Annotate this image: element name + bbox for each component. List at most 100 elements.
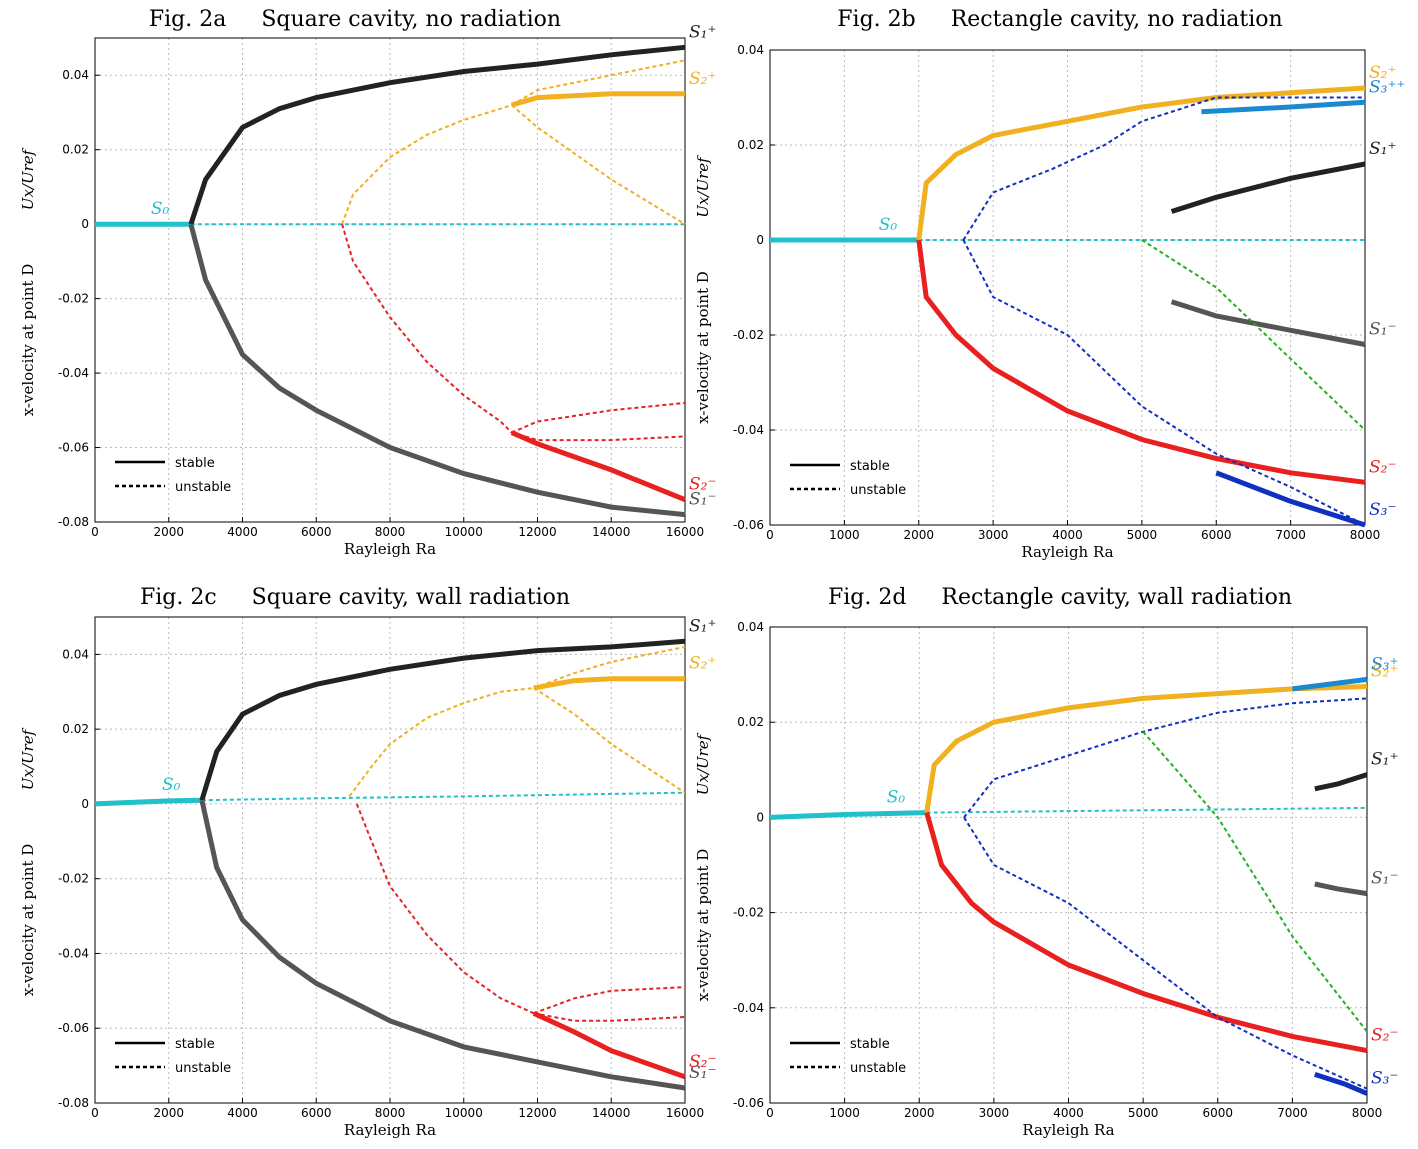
legend-label: stable [850, 459, 890, 474]
y-tick-label: -0.04 [733, 1001, 764, 1015]
curve [341, 104, 513, 225]
curve-label: S₁⁻ [1371, 869, 1398, 889]
x-tick-label: 1000 [829, 528, 860, 542]
curve [533, 1012, 686, 1022]
y-tick-label: -0.02 [58, 872, 89, 886]
curve [511, 59, 686, 106]
y-tick-label: 0.04 [737, 620, 764, 634]
legend-label: stable [175, 456, 215, 471]
curve-label: S₁⁺ [689, 616, 716, 636]
curve [1201, 99, 1366, 115]
y-tick-label: 0.04 [62, 68, 89, 82]
curve [1314, 881, 1368, 897]
x-tick-label: 6000 [1202, 1106, 1233, 1120]
x-tick-label: 0 [766, 1106, 774, 1120]
curve-label: S₂⁺ [689, 654, 716, 674]
curve [188, 223, 686, 518]
curve [963, 816, 1368, 1090]
panel: Fig. 2b Rectangle cavity, no radiation 0 1… [694, 7, 1405, 561]
curve-label: S₂⁻ [1371, 1026, 1398, 1046]
y-axis-label-2: Ux/Uref [694, 732, 712, 795]
curve [962, 239, 1366, 526]
curve-label: S₁⁺ [1371, 750, 1398, 770]
x-tick-label: 3000 [978, 528, 1009, 542]
y-axis-label: x-velocity at point D [694, 271, 712, 424]
x-tick-label: 7000 [1275, 528, 1306, 542]
legend-label: unstable [175, 480, 231, 495]
y-axis-label: x-velocity at point D [19, 264, 37, 417]
chart-title: Fig. 2d Rectangle cavity, wall radiation [828, 585, 1292, 610]
x-axis-label: Rayleigh Ra [344, 1121, 436, 1139]
y-axis-label-2: Ux/Uref [694, 155, 712, 218]
curve [94, 797, 202, 807]
x-tick-label: 2000 [153, 525, 184, 539]
y-axis-label: x-velocity at point D [694, 849, 712, 1002]
y-tick-label: 0.04 [737, 43, 764, 57]
curve [962, 96, 1365, 241]
x-tick-label: 14000 [592, 525, 630, 539]
curve [1292, 676, 1368, 692]
curve-label: S₂⁺ [1369, 63, 1396, 83]
x-tick-label: 2000 [153, 1106, 184, 1120]
x-tick-label: 8000 [1352, 1106, 1383, 1120]
curve-label: S₃⁻ [1369, 500, 1396, 520]
curve [199, 638, 686, 801]
curve [348, 687, 534, 797]
x-tick-label: 4000 [1053, 1106, 1084, 1120]
y-tick-label: -0.08 [58, 515, 89, 529]
curve-label: S₃⁻ [1371, 1068, 1398, 1088]
curve [1141, 239, 1366, 431]
curve-label: S₃⁺ [1371, 654, 1398, 674]
plot-frame [94, 37, 686, 523]
x-tick-label: 4000 [227, 1106, 258, 1120]
curve [1314, 1072, 1368, 1096]
curve [916, 239, 1366, 485]
plot-frame [769, 626, 1368, 1104]
y-tick-label: -0.06 [733, 1096, 764, 1110]
curve [533, 676, 685, 691]
y-tick-label: 0.02 [62, 722, 89, 736]
curve [533, 687, 686, 794]
x-tick-label: 0 [91, 1106, 99, 1120]
x-tick-label: 7000 [1277, 1106, 1308, 1120]
x-tick-label: 12000 [518, 525, 556, 539]
y-tick-label: -0.06 [58, 441, 89, 455]
legend-label: unstable [850, 483, 906, 498]
curve-label: S₁⁻ [689, 490, 716, 510]
x-tick-label: 1000 [829, 1106, 860, 1120]
y-tick-label: 0 [81, 217, 89, 231]
y-tick-label: -0.04 [58, 946, 89, 960]
y-tick-label: 0.02 [737, 715, 764, 729]
x-axis-label: Rayleigh Ra [1022, 1121, 1114, 1139]
curve [924, 811, 1368, 1054]
chart-title: Fig. 2b Rectangle cavity, no radiation [837, 7, 1282, 32]
y-tick-label: -0.06 [58, 1021, 89, 1035]
x-tick-label: 4000 [1052, 528, 1083, 542]
curve [1170, 161, 1366, 214]
x-tick-label: 10000 [445, 1106, 483, 1120]
curve-label: S₀ [879, 215, 898, 235]
chart-title: Fig. 2a Square cavity, no radiation [149, 7, 561, 32]
curve [924, 684, 1368, 813]
x-tick-label: 0 [91, 525, 99, 539]
x-tick-label: 10000 [445, 525, 483, 539]
y-tick-label: -0.04 [58, 366, 89, 380]
curve [510, 430, 686, 503]
plot-frame [94, 616, 686, 1104]
plot-frame [769, 49, 1366, 526]
y-tick-label: -0.02 [58, 292, 89, 306]
x-tick-label: 5000 [1127, 528, 1158, 542]
curve [1170, 299, 1366, 347]
curve-label: S₂⁻ [689, 475, 716, 495]
curve [355, 803, 535, 1015]
legend-label: unstable [175, 1061, 231, 1076]
curve-label: S₂⁻ [1369, 457, 1396, 477]
y-tick-label: -0.02 [733, 328, 764, 342]
y-tick-label: -0.02 [733, 906, 764, 920]
y-tick-label: -0.08 [58, 1096, 89, 1110]
y-tick-label: 0.02 [737, 138, 764, 152]
y-axis-label-2: Ux/Uref [19, 147, 37, 210]
curve-label: S₀ [162, 775, 181, 795]
x-tick-label: 3000 [979, 1106, 1010, 1120]
curve [511, 104, 686, 226]
